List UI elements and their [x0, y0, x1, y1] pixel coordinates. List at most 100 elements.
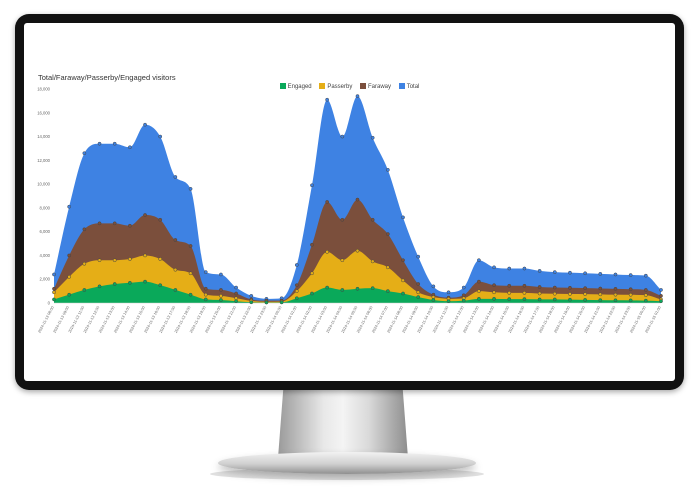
- data-point-total: [82, 151, 87, 156]
- x-tick-label: 2024-11-14 02:00: [295, 306, 312, 334]
- data-point-total: [522, 266, 527, 271]
- data-point-engaged: [325, 285, 329, 290]
- data-point-engaged: [143, 279, 147, 284]
- x-tick-label: 2024-11-13 09:00: [53, 306, 70, 334]
- data-point-total: [568, 270, 572, 275]
- x-tick-label: 2024-11-13 23:00: [250, 306, 267, 334]
- data-point-engaged: [264, 300, 269, 305]
- y-tick-label: 8,000: [40, 205, 51, 210]
- data-point-passerby: [370, 259, 375, 264]
- legend-item-engaged[interactable]: Engaged: [279, 83, 312, 90]
- data-point-engaged: [613, 298, 618, 303]
- data-point-passerby: [613, 292, 618, 297]
- data-point-faraway: [52, 286, 56, 291]
- data-point-total: [143, 122, 147, 127]
- data-point-engaged: [67, 292, 72, 297]
- data-point-passerby: [552, 291, 557, 296]
- data-point-total: [461, 285, 466, 290]
- data-point-engaged: [461, 298, 466, 303]
- data-point-faraway: [643, 288, 648, 292]
- x-tick-label: 2024-11-14 23:00: [614, 306, 631, 334]
- x-tick-label: 2024-11-13 11:00: [68, 306, 85, 334]
- data-point-faraway: [67, 253, 72, 258]
- data-point-total: [659, 288, 663, 292]
- x-tick-label: 2024-11-14 15:00: [493, 306, 510, 334]
- data-point-total: [158, 134, 163, 139]
- data-point-engaged: [643, 298, 648, 303]
- x-tick-label: 2024-11-14 14:00: [477, 306, 494, 334]
- x-tick-label: 2024-11-13 16:00: [144, 306, 161, 334]
- y-tick-label: 18,000: [37, 87, 50, 92]
- data-point-total: [310, 183, 314, 188]
- data-point-passerby: [477, 289, 481, 293]
- data-point-total: [52, 272, 56, 277]
- data-point-engaged: [598, 298, 603, 302]
- data-point-total: [340, 134, 345, 139]
- data-point-engaged: [52, 297, 56, 302]
- data-point-passerby: [416, 290, 421, 295]
- x-tick-label: 2024-11-13 14:00: [113, 306, 130, 334]
- data-point-total: [507, 266, 512, 271]
- y-tick-label: 0: [48, 301, 51, 306]
- data-point-engaged: [416, 295, 421, 299]
- data-point-total: [325, 97, 329, 102]
- data-point-faraway: [97, 221, 102, 226]
- data-point-engaged: [431, 298, 436, 302]
- data-point-passerby: [67, 274, 72, 279]
- data-point-faraway: [219, 288, 223, 292]
- legend-label-engaged: Engaged: [287, 84, 312, 90]
- data-point-passerby: [643, 293, 648, 297]
- data-point-passerby: [386, 265, 390, 270]
- data-point-faraway: [82, 227, 87, 232]
- y-tick-label: 4,000: [40, 253, 51, 258]
- data-point-engaged: [249, 300, 254, 305]
- data-point-engaged: [112, 282, 117, 286]
- x-tick-label: 2024-11-14 22:00: [599, 306, 616, 334]
- data-point-engaged: [173, 288, 178, 292]
- data-point-faraway: [613, 287, 618, 291]
- legend-swatch-engaged: [279, 83, 286, 89]
- data-point-passerby: [325, 250, 329, 254]
- y-tick-label: 12,000: [37, 158, 50, 163]
- data-point-passerby: [401, 278, 405, 283]
- data-point-faraway: [568, 285, 572, 290]
- legend-label-passerby: Passerby: [327, 84, 353, 90]
- data-point-faraway: [370, 217, 375, 222]
- data-point-total: [386, 167, 390, 172]
- monitor-bezel: Total/Faraway/Passerby/Engaged visitors …: [15, 14, 684, 390]
- x-tick-label: 2024-11-14 07:00: [371, 306, 388, 334]
- visitors-area-chart: 0 2,000 4,000 6,000 8,000 10,000 12,000 14,000 1…: [37, 87, 663, 334]
- data-point-engaged: [386, 289, 390, 293]
- legend-item-passerby[interactable]: Passerby: [319, 83, 352, 90]
- data-point-engaged: [522, 297, 527, 301]
- data-point-passerby: [203, 292, 208, 297]
- legend-item-total[interactable]: Total: [398, 83, 419, 90]
- x-tick-label: 2024-11-13 19:00: [189, 306, 206, 334]
- data-point-faraway: [340, 217, 345, 222]
- legend-swatch-total: [398, 83, 405, 89]
- data-point-faraway: [112, 221, 117, 226]
- x-tick-label: 2024-11-14 03:00: [311, 306, 328, 334]
- data-point-faraway: [128, 223, 132, 228]
- data-point-engaged: [279, 300, 284, 305]
- x-tick-label: 2024-11-14 13:00: [462, 306, 479, 334]
- y-tick-label: 10,000: [37, 182, 50, 187]
- x-tick-label: 2024-11-14 10:00: [417, 306, 434, 334]
- data-point-total: [370, 135, 375, 140]
- data-point-engaged: [219, 298, 223, 302]
- data-point-passerby: [492, 290, 496, 295]
- x-tick-label: 2024-11-13 15:00: [128, 306, 145, 334]
- x-tick-label: 2024-11-15 00:00: [629, 306, 646, 334]
- points-total: [52, 94, 663, 301]
- data-point-engaged: [628, 298, 633, 303]
- data-point-engaged: [401, 291, 405, 296]
- data-point-passerby: [598, 292, 603, 297]
- legend-item-faraway[interactable]: Faraway: [360, 83, 391, 90]
- data-point-faraway: [416, 282, 421, 286]
- data-point-passerby: [97, 258, 102, 263]
- x-tick-label: 2024-11-14 06:00: [356, 306, 373, 334]
- data-point-total: [219, 272, 223, 277]
- data-point-faraway: [355, 197, 360, 202]
- data-point-passerby: [310, 271, 314, 276]
- y-tick-label: 2,000: [40, 277, 51, 282]
